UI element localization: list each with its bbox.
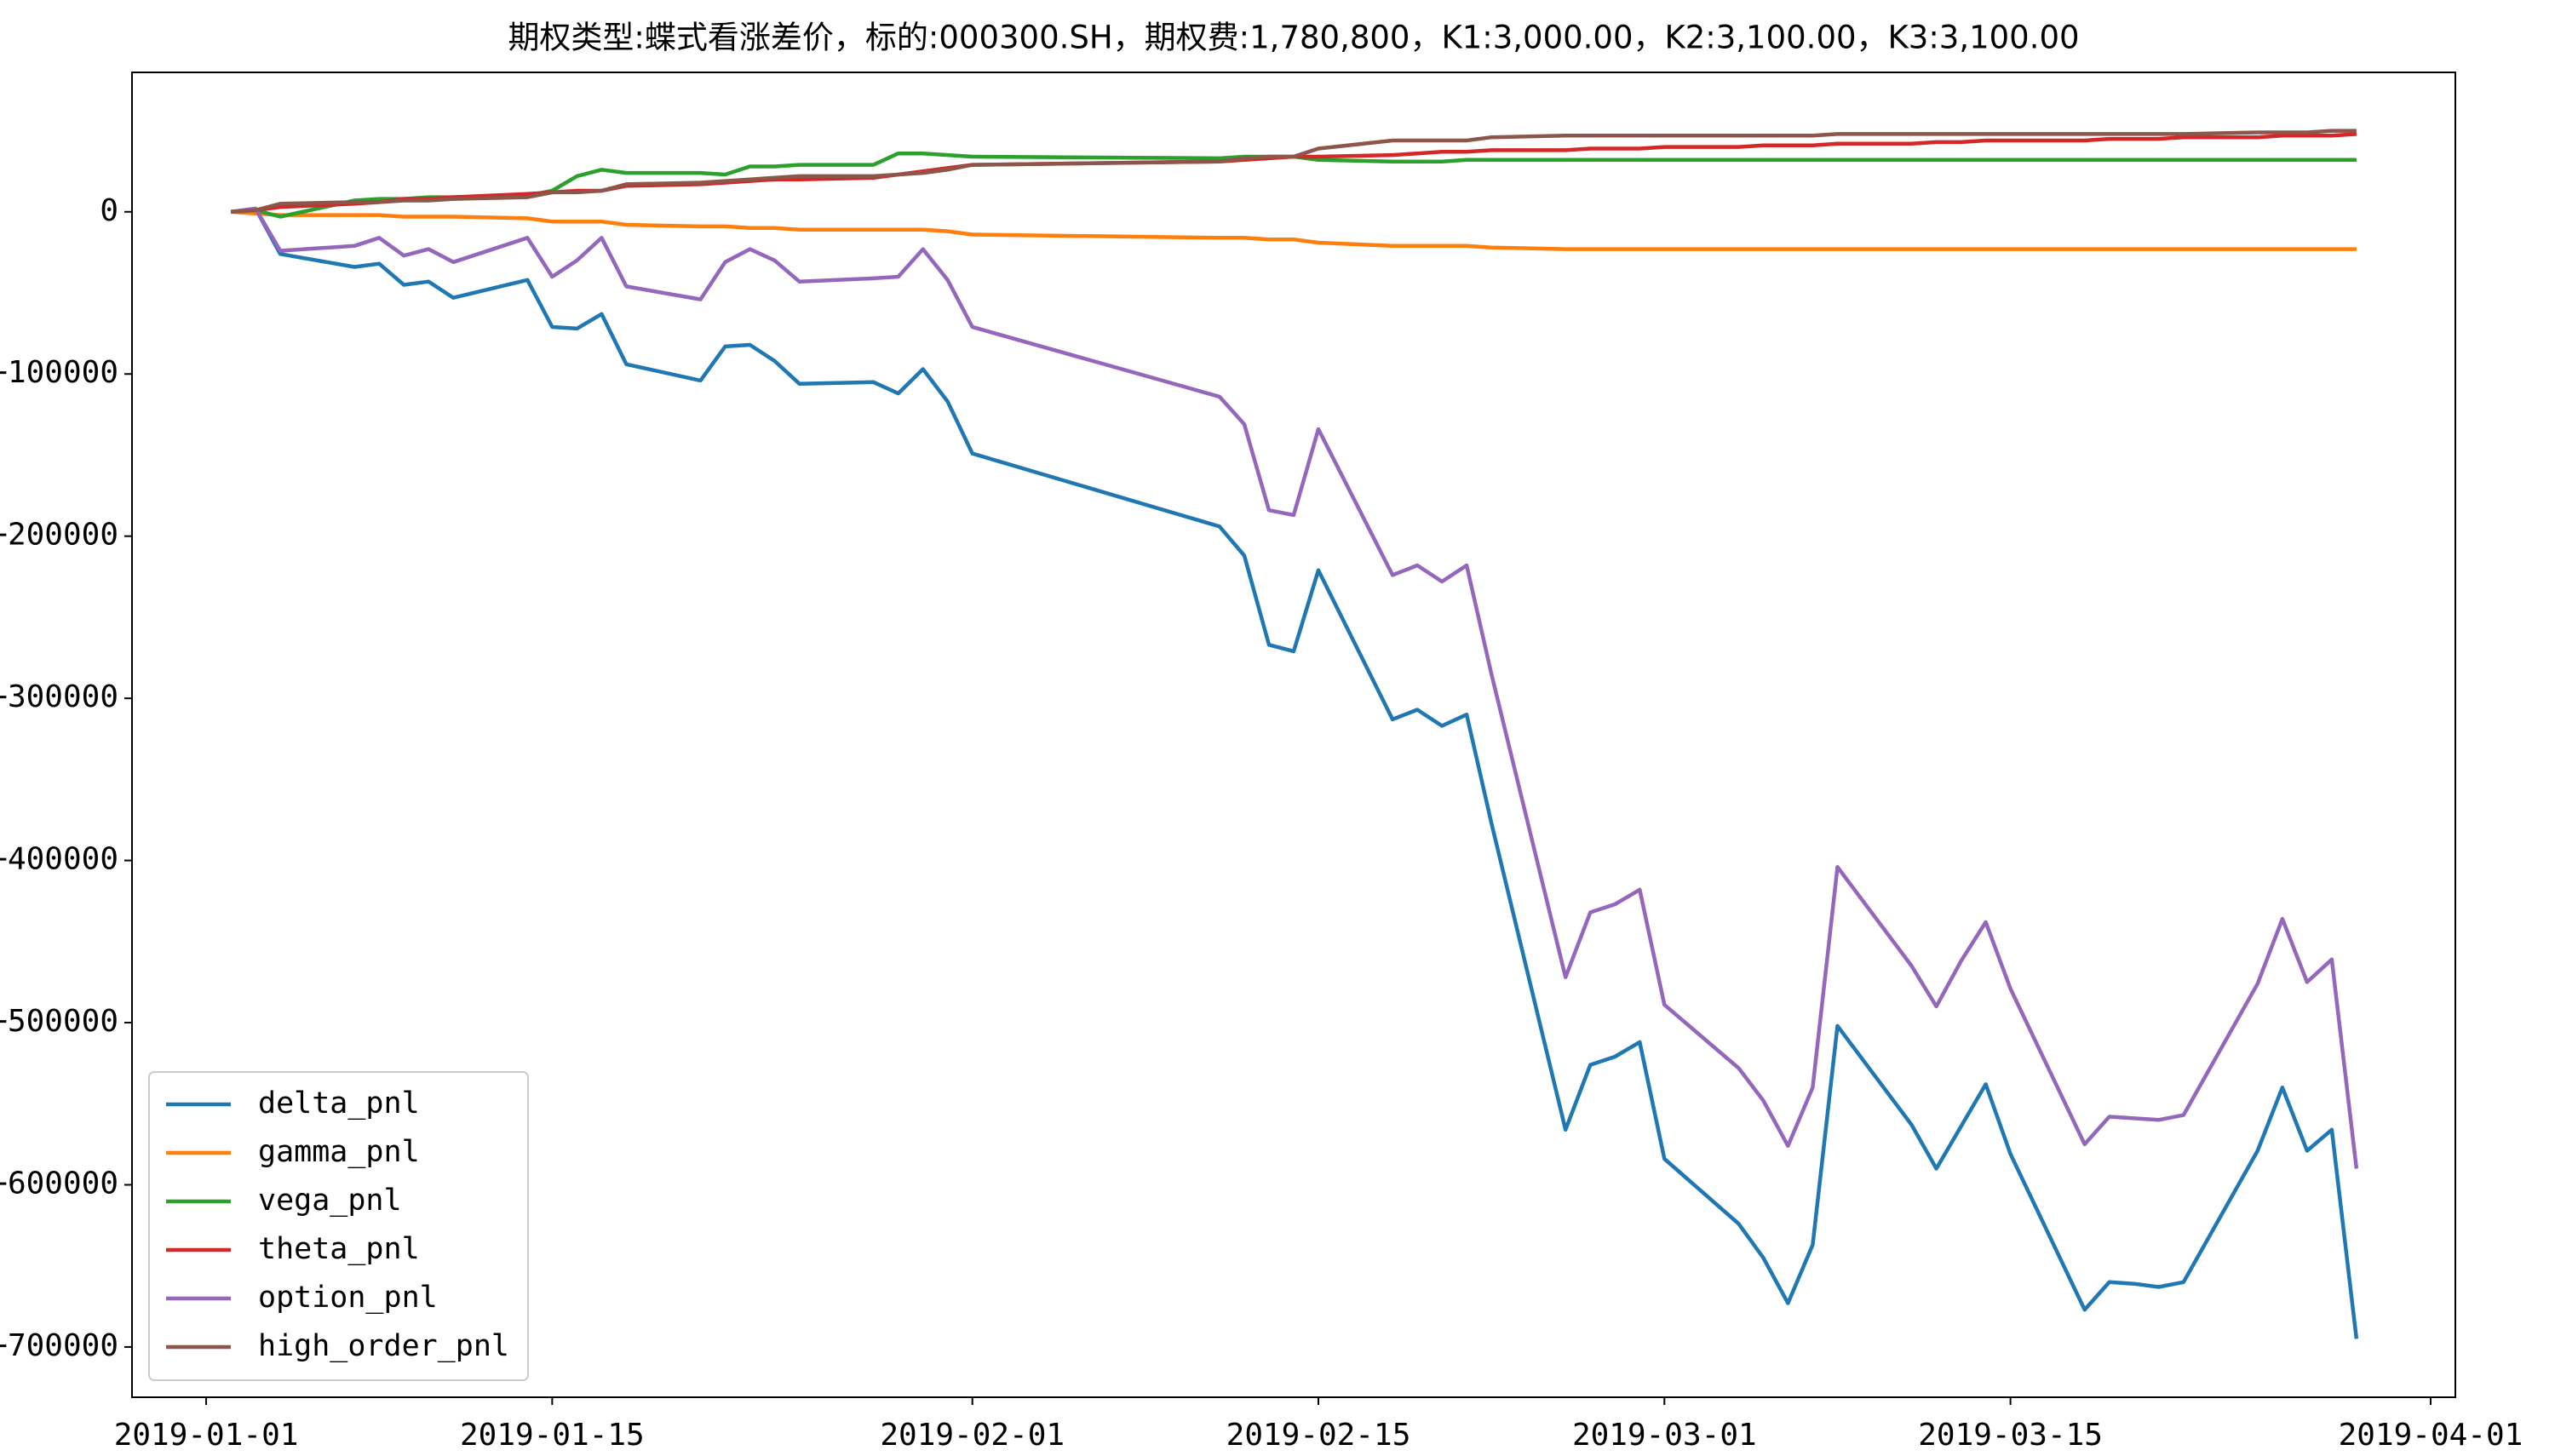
chart-title: 期权类型:蝶式看涨差价，标的:000300.SH，期权费:1,780,800，K… — [508, 20, 2079, 56]
legend-label: theta_pnl — [258, 1232, 420, 1266]
x-tick-label: 2019-01-15 — [460, 1418, 645, 1453]
x-tick-label: 2019-01-01 — [114, 1418, 299, 1453]
series-line — [230, 151, 2357, 219]
y-tick-label: −500000 — [0, 1004, 118, 1039]
series-line — [230, 129, 2357, 215]
plot-frame — [131, 72, 2456, 1398]
series-line — [230, 206, 2359, 1169]
legend-label: vega_pnl — [258, 1184, 402, 1218]
legend-label: delta_pnl — [258, 1086, 420, 1121]
series-line — [230, 132, 2357, 215]
y-tick-label: −200000 — [0, 518, 118, 553]
series-line — [230, 209, 2357, 251]
legend-label: high_order_pnl — [258, 1329, 509, 1363]
y-tick-label: −400000 — [0, 842, 118, 877]
y-tick-label: −600000 — [0, 1167, 118, 1201]
x-tick-label: 2019-02-01 — [880, 1418, 1065, 1453]
x-tick-label: 2019-04-01 — [2339, 1418, 2523, 1453]
legend-label: gamma_pnl — [258, 1135, 420, 1169]
x-tick-label: 2019-03-01 — [1572, 1418, 1757, 1453]
y-tick-label: −300000 — [0, 679, 118, 714]
series-line — [230, 206, 2359, 1339]
x-tick-label: 2019-03-15 — [1918, 1418, 2103, 1453]
legend-label: option_pnl — [258, 1281, 438, 1315]
x-tick-label: 2019-02-15 — [1226, 1418, 1411, 1453]
y-tick-label: 0 — [100, 193, 118, 228]
y-tick-label: −100000 — [0, 355, 118, 390]
y-tick-label: −700000 — [0, 1328, 118, 1363]
legend-box — [148, 1071, 529, 1381]
